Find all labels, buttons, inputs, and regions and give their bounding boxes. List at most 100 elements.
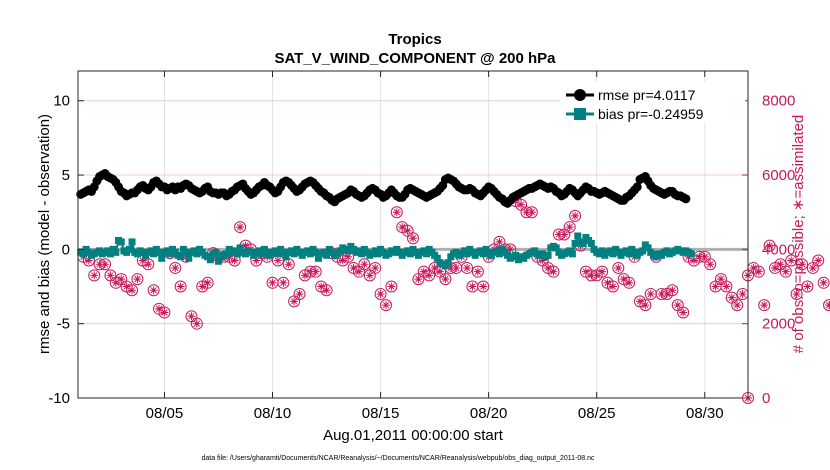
obs-assimilated-marker: [149, 286, 158, 295]
obs-possible-marker: [174, 280, 187, 293]
y-axis-ticks-right: 0 2000 4000 6000 8000: [742, 93, 795, 407]
y-right-tick-label: 4000: [762, 241, 795, 258]
obs-assimilated-marker: [571, 211, 580, 220]
legend: rmse pr=4.0117 bias pr=-0.24959: [560, 82, 745, 124]
obs-possible-marker: [801, 280, 814, 293]
bias-point: [687, 250, 695, 258]
obs-assimilated-marker: [700, 252, 709, 261]
obs-possible-marker: [234, 221, 247, 234]
obs-point: [709, 280, 722, 293]
chart-title: Tropics: [388, 31, 441, 48]
obs-point: [666, 284, 679, 297]
obs-assimilated-marker: [101, 260, 110, 269]
obs-point: [158, 306, 171, 319]
y-tick-label: 0: [62, 241, 70, 258]
x-tick-label: 08/20: [470, 405, 508, 422]
y-axis-ticks-left: -10 -5 0 5 10: [48, 93, 84, 407]
obs-assimilated-marker: [814, 256, 823, 265]
obs-point: [812, 254, 825, 267]
y-right-tick-label: 8000: [762, 93, 795, 110]
obs-assimilated-marker: [641, 301, 650, 310]
obs-possible-marker: [126, 284, 139, 297]
obs-assimilated-marker: [538, 256, 547, 265]
obs-assimilated-marker: [619, 275, 628, 284]
obs-possible-marker: [817, 276, 830, 289]
obs-point: [471, 265, 484, 278]
legend-rmse-marker: [574, 89, 586, 101]
obs-assimilated-marker: [689, 256, 698, 265]
obs-possible-marker: [606, 280, 619, 293]
obs-assimilated-marker: [733, 301, 742, 310]
bias-point: [206, 256, 214, 264]
obs-assimilated-marker: [241, 241, 250, 250]
obs-possible-marker: [88, 269, 101, 282]
obs-assimilated-marker: [635, 297, 644, 306]
y-tick-label: -5: [57, 316, 70, 333]
bias-point: [463, 250, 471, 258]
obs-point: [677, 306, 690, 319]
bias-point: [495, 250, 503, 258]
obs-possible-marker: [547, 265, 560, 278]
obs-possible-marker: [293, 287, 306, 300]
obs-possible-marker: [407, 232, 419, 245]
obs-assimilated-marker: [236, 223, 245, 232]
y-axis-label-right: # of obs: o=possible; ∗=assimilated: [790, 115, 807, 354]
obs-assimilated-marker: [495, 237, 504, 246]
obs-assimilated-marker: [230, 256, 239, 265]
obs-assimilated-marker: [317, 282, 326, 291]
obs-point: [288, 295, 301, 308]
legend-rmse-text: rmse pr=4.0117: [598, 87, 696, 103]
obs-assimilated-marker: [614, 263, 623, 272]
obs-assimilated-marker: [679, 308, 688, 317]
obs-point: [169, 261, 182, 274]
obs-assimilated-marker: [646, 289, 655, 298]
obs-point: [466, 280, 479, 293]
obs-assimilated-marker: [754, 267, 763, 276]
obs-point: [569, 209, 582, 222]
bias-point: [106, 250, 114, 258]
obs-assimilated-marker: [84, 256, 93, 265]
obs-possible-marker: [752, 265, 765, 278]
obs-possible-marker: [131, 273, 144, 286]
obs-point: [461, 261, 474, 274]
bias-point: [290, 250, 298, 258]
obs-point: [379, 299, 392, 312]
obs-point: [369, 261, 382, 274]
obs-point: [131, 273, 144, 286]
obs-point: [606, 280, 619, 293]
obs-assimilated-marker: [738, 289, 747, 298]
obs-point: [714, 273, 727, 286]
obs-assimilated-marker: [284, 260, 293, 269]
bias-point: [79, 250, 87, 258]
obs-assimilated-marker: [414, 275, 423, 284]
x-tick-label: 08/25: [578, 405, 616, 422]
x-axis-label: Aug.01,2011 00:00:00 start: [323, 427, 504, 444]
obs-point: [104, 269, 117, 282]
obs-point: [525, 206, 538, 219]
obs-assimilated-marker: [133, 275, 142, 284]
bias-point: [625, 250, 633, 258]
rmse-series: [76, 169, 691, 208]
obs-possible-marker: [639, 299, 652, 312]
bias-point: [639, 247, 647, 255]
obs-point: [88, 269, 101, 282]
obs-point: [385, 280, 398, 293]
obs-possible-marker: [704, 258, 717, 271]
obs-assimilated-marker: [365, 271, 374, 280]
obs-possible-marker: [477, 280, 490, 293]
obs-assimilated-marker: [668, 286, 677, 295]
obs-point: [720, 280, 733, 293]
obs-possible-marker: [758, 299, 771, 312]
obs-assimilated-marker: [819, 278, 828, 287]
obs-assimilated-marker: [160, 308, 169, 317]
obs-possible-marker: [785, 254, 798, 267]
obs-possible-marker: [720, 280, 733, 293]
bias-point: [512, 251, 520, 259]
bias-point: [644, 244, 652, 252]
bias-point: [233, 250, 241, 258]
obs-assimilated-marker: [749, 263, 758, 272]
bias-point: [128, 238, 136, 246]
footer-data-file: data file: /Users/gharamti/Documents/NCA…: [201, 455, 595, 462]
obs-assimilated-marker: [311, 267, 320, 276]
